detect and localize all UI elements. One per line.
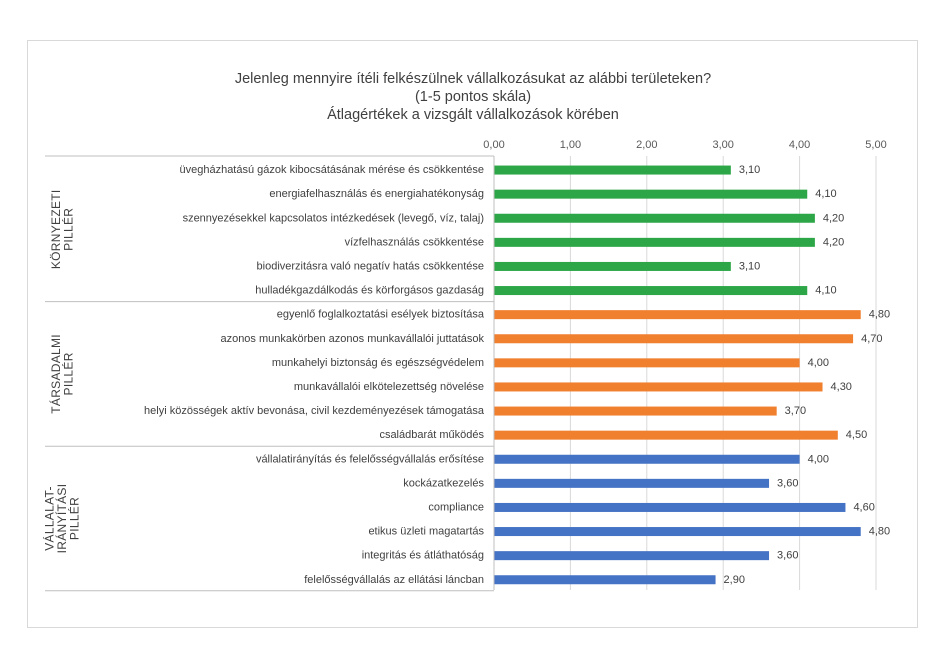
group-label: PILLÉR (60, 208, 75, 251)
data-label: 3,10 (739, 260, 760, 272)
category-label: vízfelhasználás csökkentése (345, 236, 484, 248)
bar (494, 237, 815, 247)
group-label: PILLÉR (67, 497, 82, 540)
x-tick-label: 4,00 (789, 139, 810, 151)
category-label: biodiverzitásra való negatív hatás csökk… (257, 260, 484, 272)
category-label: hulladékgazdálkodás és körforgásos gazda… (255, 285, 484, 297)
x-tick-label: 0,00 (483, 139, 504, 151)
data-label: 4,80 (869, 526, 890, 538)
data-label: 4,20 (823, 236, 844, 248)
bar (494, 478, 770, 488)
bar (494, 286, 808, 296)
x-tick-label: 3,00 (712, 139, 733, 151)
bar (494, 430, 838, 440)
category-label: egyenlő foglalkoztatási esélyek biztosít… (277, 309, 485, 321)
data-label: 4,20 (823, 212, 844, 224)
category-label: helyi közösségek aktív bevonása, civil k… (144, 405, 485, 417)
data-label: 4,80 (869, 309, 890, 321)
category-label: munkahelyi biztonság és egészségvédelem (272, 357, 484, 369)
category-label: integritás és átláthatóság (362, 550, 484, 562)
data-label: 3,60 (777, 550, 798, 562)
chart-frame (27, 40, 918, 628)
data-label: 2,90 (724, 574, 745, 586)
category-label: azonos munkakörben azonos munkavállalói … (220, 333, 484, 345)
chart-title-line-3: Átlagértékek a vizsgált vállalkozások kö… (327, 107, 619, 123)
group-label: KÖRNYEZETI (49, 189, 63, 269)
bar (494, 358, 800, 368)
category-label: compliance (428, 501, 484, 513)
bar (494, 334, 854, 344)
bar (494, 310, 861, 320)
data-label: 4,10 (815, 285, 836, 297)
data-label: 3,60 (777, 477, 798, 489)
data-label: 3,70 (785, 405, 806, 417)
data-label: 4,30 (831, 381, 852, 393)
bar (494, 382, 823, 392)
category-label: vállalatirányítás és felelősségvállalás … (256, 453, 484, 465)
category-label: üvegházhatású gázok kibocsátásának mérés… (179, 164, 484, 176)
group-label: PILLÉR (60, 352, 75, 395)
category-label: családbarát működés (379, 429, 484, 441)
category-label: szennyezésekkel kapcsolatos intézkedések… (183, 212, 484, 224)
bar (494, 551, 770, 561)
bar (494, 502, 846, 512)
data-label: 3,10 (739, 164, 760, 176)
category-label: munkavállalói elkötelezettség növelése (294, 381, 484, 393)
category-label: etikus üzleti magatartás (368, 526, 484, 538)
bar (494, 527, 861, 537)
category-label: kockázatkezelés (403, 477, 484, 489)
group-label: VÁLLALAT- (42, 486, 57, 551)
x-tick-label: 2,00 (636, 139, 657, 151)
data-label: 4,70 (861, 333, 882, 345)
bar (494, 261, 731, 271)
category-label: felelősségvállalás az ellátási láncban (304, 574, 484, 586)
group-label: TÁRSADALMI (48, 334, 63, 414)
data-label: 4,60 (853, 501, 874, 513)
x-tick-label: 1,00 (560, 139, 581, 151)
chart-title-line-1: Jelenleg mennyire ítéli felkészülnek vál… (234, 71, 712, 87)
bar (494, 213, 815, 223)
bar (494, 165, 731, 175)
data-label: 4,50 (846, 429, 867, 441)
bar (494, 575, 716, 585)
data-label: 4,00 (808, 357, 829, 369)
bar (494, 454, 800, 464)
group-label: IRÁNYÍTÁSI (54, 484, 69, 554)
bar (494, 406, 777, 416)
data-label: 4,00 (808, 453, 829, 465)
chart-title-line-2: (1-5 pontos skála) (414, 89, 532, 105)
bar (494, 189, 808, 199)
data-label: 4,10 (815, 188, 836, 200)
x-tick-label: 5,00 (865, 139, 886, 151)
category-label: energiafelhasználás és energiahatékonysá… (269, 188, 484, 200)
